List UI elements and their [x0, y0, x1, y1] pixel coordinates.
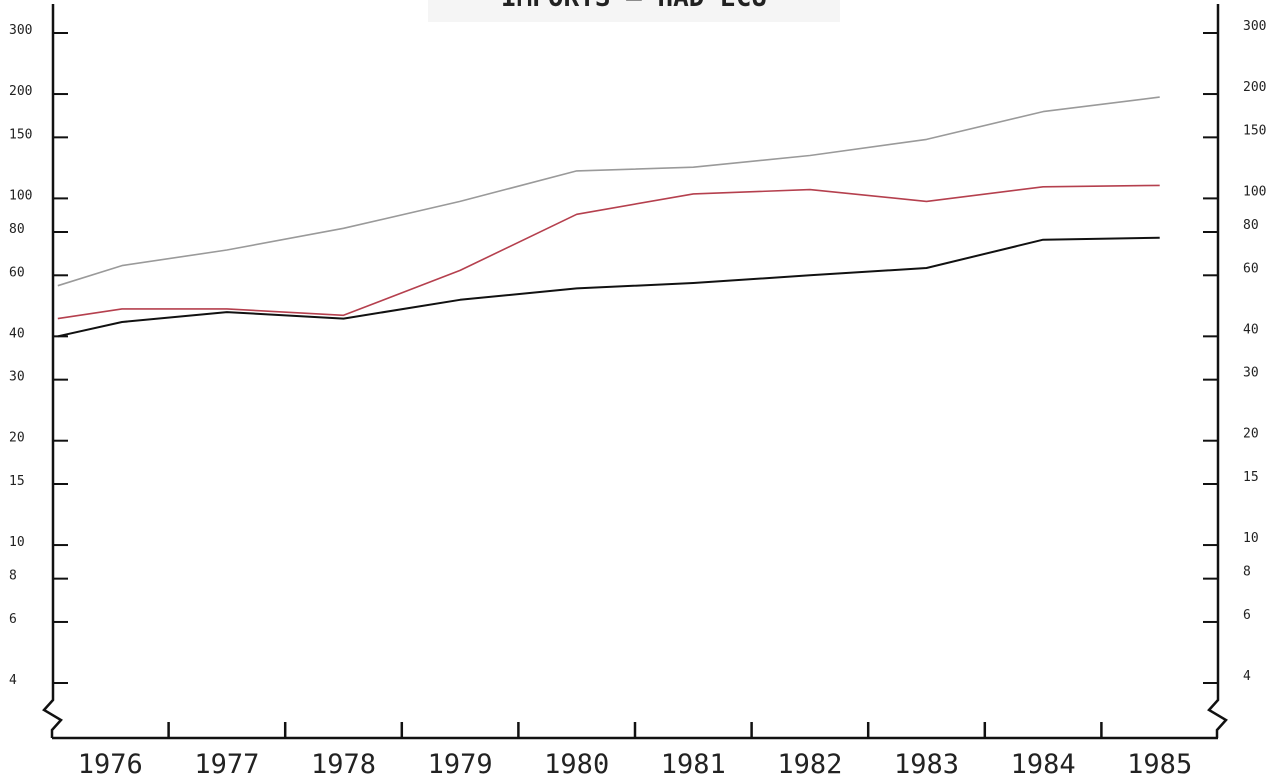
x-tick-label: 1980	[544, 749, 609, 778]
left-axis-line	[42, 4, 63, 738]
left-y-tick-label: 4	[9, 673, 17, 688]
x-tick-label: 1976	[78, 749, 143, 778]
right-y-tick-label: 150	[1243, 123, 1266, 138]
left-y-tick-label: 60	[9, 265, 25, 280]
x-tick-label: 1983	[894, 749, 959, 778]
chart-title: IMPORTS — HAD ECU	[501, 0, 767, 13]
right-axis-line	[1207, 4, 1228, 738]
left-y-tick-label: 80	[9, 222, 25, 237]
x-tick-group: 1976 1977 1978 1979 1980 1981 1982 1983 1984 1985	[78, 722, 1192, 778]
left-axis	[42, 4, 63, 738]
right-y-tick-label: 300	[1243, 19, 1266, 34]
left-y-tick-label: 30	[9, 370, 25, 385]
left-y-tick-label: 300	[9, 23, 32, 38]
right-y-tick-label: 200	[1243, 80, 1266, 95]
right-y-tick-label: 30	[1243, 366, 1259, 381]
x-tick-label: 1985	[1127, 749, 1192, 778]
left-y-tick-label: 6	[9, 612, 17, 627]
right-y-tick-label: 20	[1243, 427, 1259, 442]
title-band: IMPORTS — HAD ECU	[428, 0, 840, 22]
left-y-tick-label: 20	[9, 431, 25, 446]
right-y-tick-label: 4	[1243, 669, 1251, 684]
left-y-tick-label: 100	[9, 188, 32, 203]
left-y-tick-label: 150	[9, 127, 32, 142]
left-tick-group: 4 6 8 10 15 20 30 40 60 80 100 150 200 300	[9, 23, 68, 688]
series-line-2	[57, 184, 1160, 320]
x-tick-label: 1977	[194, 749, 259, 778]
left-y-tick-label: 200	[9, 84, 32, 99]
series-group	[57, 96, 1160, 338]
title-background	[428, 0, 840, 22]
right-y-tick-label: 15	[1243, 470, 1259, 485]
right-tick-group: 4 6 8 10 15 20 30 40 60 80 100 150 200 300	[1203, 19, 1266, 684]
x-tick-label: 1984	[1011, 749, 1076, 778]
x-tick-label: 1982	[777, 749, 842, 778]
left-y-tick-label: 8	[9, 569, 17, 584]
right-y-tick-label: 8	[1243, 565, 1251, 580]
series-line-3	[57, 236, 1160, 338]
right-y-tick-label: 6	[1243, 608, 1251, 623]
right-y-tick-label: 10	[1243, 531, 1259, 546]
x-tick-label: 1981	[661, 749, 726, 778]
right-y-tick-label: 40	[1243, 322, 1259, 337]
series-line-1	[57, 96, 1160, 287]
left-y-tick-label: 40	[9, 326, 25, 341]
right-axis	[1207, 4, 1228, 738]
right-y-tick-label: 100	[1243, 184, 1266, 199]
right-y-tick-label: 80	[1243, 218, 1259, 233]
right-y-tick-label: 60	[1243, 261, 1259, 276]
left-y-tick-label: 10	[9, 535, 25, 550]
x-tick-label: 1979	[428, 749, 493, 778]
left-y-tick-label: 15	[9, 474, 25, 489]
x-tick-label: 1978	[311, 749, 376, 778]
